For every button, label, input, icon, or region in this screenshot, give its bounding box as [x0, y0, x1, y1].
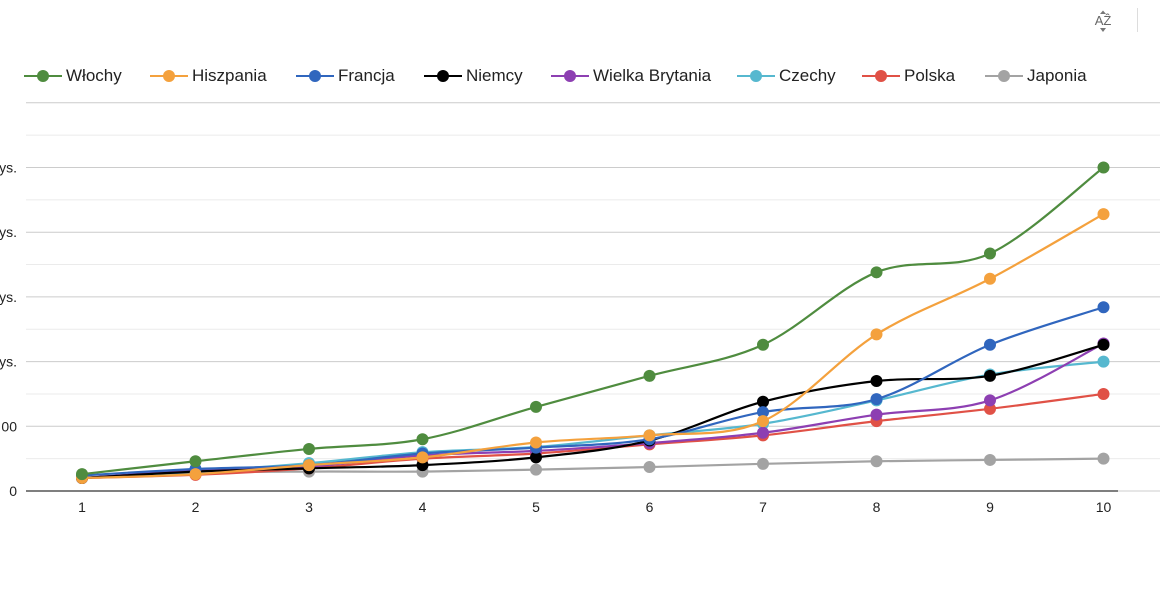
- legend-marker: [24, 64, 62, 88]
- legend-marker: [296, 64, 334, 88]
- data-point: [303, 459, 315, 472]
- x-tick-label: 2: [192, 499, 200, 515]
- data-point: [757, 415, 769, 428]
- x-tick-label: 7: [759, 499, 767, 515]
- legend-label: Hiszpania: [192, 66, 267, 85]
- data-point: [1097, 301, 1110, 314]
- series-line: [81, 392, 1104, 480]
- sort-button[interactable]: AẐ: [1090, 8, 1116, 36]
- series-line: [81, 213, 1105, 480]
- series-wielka-brytania: [76, 337, 1110, 485]
- data-point: [757, 426, 769, 439]
- legend-item[interactable]: Czechy: [737, 64, 836, 88]
- legend-label: Japonia: [1027, 66, 1087, 85]
- legend-marker: [424, 64, 462, 88]
- data-point: [1097, 161, 1110, 174]
- data-point: [757, 406, 769, 419]
- data-point: [76, 468, 88, 481]
- y-tick-label: ys.: [0, 354, 17, 370]
- y-tick-label: 00: [1, 418, 17, 434]
- x-tick-label: 8: [873, 499, 881, 515]
- data-point: [189, 468, 202, 481]
- legend-marker: [862, 64, 900, 88]
- data-point: [530, 463, 542, 476]
- legend-item[interactable]: Polska: [862, 64, 955, 88]
- y-tick-label: 0: [9, 483, 17, 499]
- data-point: [643, 369, 656, 382]
- series-line: [81, 306, 1104, 477]
- data-point: [303, 442, 315, 455]
- data-point: [984, 338, 996, 351]
- legend-item[interactable]: Hiszpania: [150, 64, 267, 88]
- legend-item[interactable]: Niemcy: [424, 64, 523, 88]
- data-point: [984, 402, 996, 415]
- data-point: [416, 451, 429, 464]
- data-point: [870, 328, 883, 341]
- data-point: [189, 455, 202, 468]
- legend-marker: [551, 64, 589, 88]
- series-line: [81, 166, 1105, 476]
- data-point: [1097, 355, 1110, 368]
- data-point: [984, 453, 996, 466]
- sort-az-icon: AẐ: [1095, 10, 1112, 32]
- grid-layer: [26, 102, 1160, 492]
- legend-label: Niemcy: [466, 66, 523, 85]
- x-tick-label: 6: [646, 499, 654, 515]
- series-layer: [76, 161, 1110, 485]
- series-czechy: [76, 355, 1110, 485]
- legend-marker: [150, 64, 188, 88]
- data-point: [1097, 387, 1110, 400]
- legend-marker: [985, 64, 1023, 88]
- data-point: [870, 455, 883, 468]
- x-tick-label: 1: [78, 499, 86, 515]
- legend-label: Wielka Brytania: [593, 66, 712, 85]
- data-point: [416, 433, 429, 446]
- legend-item[interactable]: Francja: [296, 64, 395, 88]
- x-tick-label: 10: [1096, 499, 1112, 515]
- data-point: [1097, 452, 1110, 465]
- legend-label: Włochy: [66, 66, 122, 85]
- y-tick-label: ys.: [0, 224, 17, 240]
- legend-item[interactable]: Japonia: [985, 64, 1087, 88]
- series-włochy: [76, 161, 1110, 481]
- legend-label: Czechy: [779, 66, 836, 85]
- data-point: [757, 338, 769, 351]
- data-point: [757, 457, 769, 470]
- legend-item[interactable]: Wielka Brytania: [551, 64, 711, 88]
- data-point: [1097, 208, 1110, 221]
- sort-az-label: AẐ: [1095, 13, 1112, 28]
- x-tick-label: 3: [305, 499, 313, 515]
- data-point: [984, 394, 996, 407]
- x-tick-label: 5: [532, 499, 540, 515]
- data-point: [870, 408, 883, 421]
- legend-item[interactable]: Włochy: [24, 64, 122, 88]
- data-point: [984, 247, 996, 260]
- legend-label: Polska: [904, 66, 956, 85]
- data-point: [870, 266, 883, 279]
- data-point: [1097, 338, 1110, 351]
- data-point: [984, 369, 996, 382]
- data-point: [757, 395, 769, 408]
- y-tick-label: ys.: [0, 289, 17, 305]
- legend-marker: [737, 64, 775, 88]
- series-niemcy: [76, 338, 1110, 485]
- series-hiszpania: [76, 208, 1110, 485]
- data-point: [530, 451, 542, 464]
- y-tick-label: ys.: [0, 160, 17, 176]
- data-point: [984, 272, 996, 285]
- data-point: [870, 393, 883, 406]
- data-point: [643, 461, 656, 474]
- data-point: [870, 375, 883, 388]
- x-tick-label: 4: [419, 499, 427, 515]
- data-point: [530, 436, 542, 449]
- x-tick-label: 9: [986, 499, 994, 515]
- data-point: [530, 400, 542, 413]
- toolbar-divider: [1137, 8, 1138, 32]
- data-point: [643, 429, 656, 442]
- series-line: [81, 342, 1104, 480]
- legend-label: Francja: [338, 66, 395, 85]
